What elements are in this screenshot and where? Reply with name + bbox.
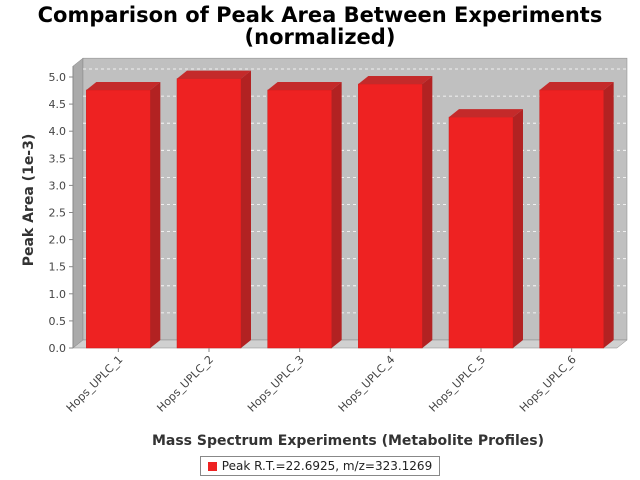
bar-front <box>539 89 604 349</box>
y-tick-label: 3.0 <box>49 179 67 192</box>
bar-top <box>86 82 161 91</box>
y-axis-label: Peak Area (1e-3) <box>21 134 37 267</box>
y-tick-label: 5.0 <box>49 71 67 84</box>
x-tick-label: Hops_UPLC_3 <box>245 353 307 415</box>
y-tick-label: 2.5 <box>49 207 67 220</box>
bar <box>448 109 523 349</box>
legend: Peak R.T.=22.6925, m/z=323.1269 <box>200 456 440 476</box>
bar-side <box>422 76 433 349</box>
bar-side <box>603 82 614 349</box>
y-tick-label: 3.5 <box>49 152 67 165</box>
bar <box>267 82 342 349</box>
back-wall <box>82 57 628 341</box>
bar-top <box>267 82 342 91</box>
bar <box>86 82 161 349</box>
bar-top <box>177 70 251 79</box>
chart-title: Comparison of Peak Area Between Experime… <box>37 3 603 27</box>
y-tick-label: 4.5 <box>49 98 67 111</box>
x-tick-label: Hops_UPLC_2 <box>154 353 216 415</box>
x-axis-label: Mass Spectrum Experiments (Metabolite Pr… <box>152 433 544 449</box>
x-tick-label: Hops_UPLC_4 <box>336 353 398 415</box>
bar <box>358 76 433 349</box>
bar-front <box>86 89 151 349</box>
chart-subtitle: (normalized) <box>244 25 396 49</box>
bar-top <box>539 82 614 91</box>
y-tick-label: 1.5 <box>49 261 67 274</box>
x-tick-label: Hops_UPLC_6 <box>517 353 579 415</box>
legend-label: Peak R.T.=22.6925, m/z=323.1269 <box>221 459 433 473</box>
x-tick-label: Hops_UPLC_1 <box>64 353 126 415</box>
bar-side <box>241 70 251 348</box>
bar-side <box>331 82 342 349</box>
bar-front <box>448 116 514 349</box>
x-tick-label: Hops_UPLC_5 <box>426 353 488 415</box>
left-wall <box>72 57 84 349</box>
y-tick-label: 1.0 <box>49 288 67 301</box>
y-tick-label: 4.0 <box>49 125 67 138</box>
bar-front <box>176 78 242 349</box>
bar-top <box>449 109 523 118</box>
bar <box>176 70 251 349</box>
y-tick-label: 0.0 <box>49 342 67 355</box>
legend-swatch <box>207 461 217 471</box>
y-tick-label: 2.0 <box>49 234 67 247</box>
bar <box>539 82 614 349</box>
bar-top <box>358 76 433 85</box>
bar-side <box>150 82 161 349</box>
bar-front <box>358 83 423 349</box>
y-tick-label: 0.5 <box>49 315 67 328</box>
bar-front <box>267 89 332 349</box>
bar-side <box>513 109 523 348</box>
